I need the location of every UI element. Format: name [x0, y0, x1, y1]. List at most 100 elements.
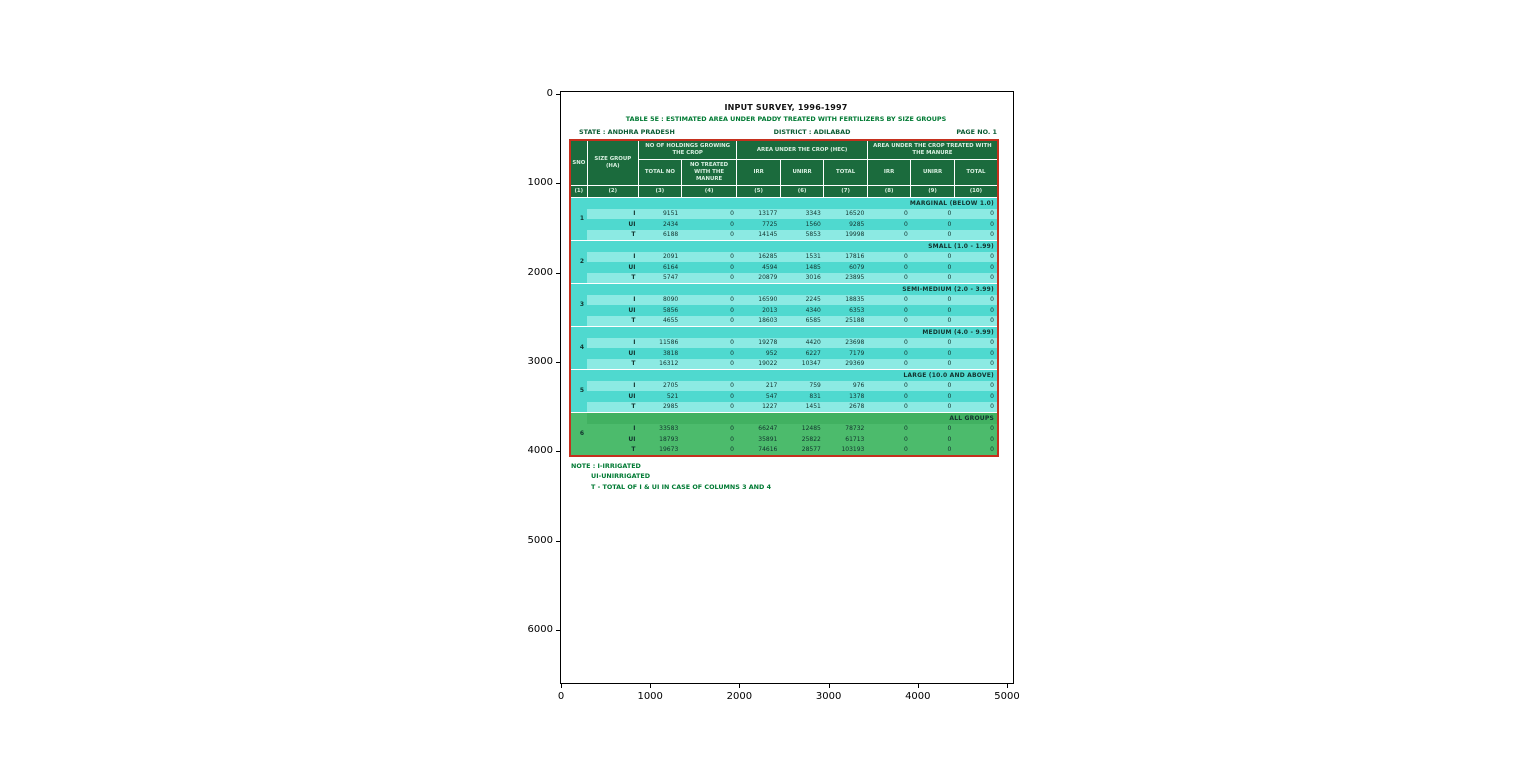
table-cell: 0	[867, 348, 911, 359]
table-cell: 74616	[736, 444, 781, 457]
table-row: T 6188 0 14145 5853 19998 0 0 0	[570, 229, 998, 241]
table-cell: 33583	[638, 423, 682, 435]
table-cell: 0	[910, 315, 955, 327]
table-cell: 0	[867, 272, 911, 284]
note-line: NOTE : I-IRRIGATED	[571, 462, 641, 471]
table-cell: 2985	[638, 401, 682, 413]
group-sno: 5	[570, 369, 588, 413]
table-cell: 1227	[736, 401, 781, 413]
row-label: I	[587, 294, 639, 306]
document-meta: STATE : ANDHRA PRADESH DISTRICT : ADILAB…	[569, 128, 1003, 136]
x-tick-mark	[650, 684, 652, 688]
header-group-row: SNO SIZE GROUP (HA) NO OF HOLDINGS GROWI…	[569, 140, 998, 186]
row-label: UI	[587, 262, 639, 273]
col-number: (8)	[866, 185, 911, 198]
table-cell: 0	[867, 391, 911, 402]
table-cell: 25822	[780, 434, 824, 445]
table-cell: 0	[910, 380, 955, 392]
table-cell: 0	[867, 315, 911, 327]
table-cell: 10347	[780, 358, 824, 370]
x-tick-label: 4000	[905, 691, 931, 702]
survey-table: SNO SIZE GROUP (HA) NO OF HOLDINGS GROWI…	[569, 139, 999, 458]
table-cell: 0	[954, 423, 998, 435]
table-cell: 0	[910, 229, 955, 241]
table-cell: 0	[867, 251, 911, 263]
table-cell: 78732	[823, 423, 868, 435]
table-cell: 18793	[638, 434, 682, 445]
table-cell: 0	[954, 208, 998, 220]
col-number: (1)	[569, 185, 588, 198]
table-cell: 0	[954, 358, 998, 370]
table-cell: 6079	[823, 262, 868, 273]
col-number: (3)	[637, 185, 682, 198]
table-cell: 2091	[638, 251, 682, 263]
table-row: I 2091 0 16285 1531 17816 0 0 0	[570, 251, 998, 263]
row-label: I	[587, 251, 639, 263]
group-label-row: 4 MEDIUM (4.0 - 9.99)	[570, 326, 998, 370]
y-tick-mark	[556, 183, 560, 185]
table-cell: 0	[910, 358, 955, 370]
y-tick-label: 4000	[527, 445, 553, 457]
table-cell: 14145	[736, 229, 781, 241]
table-row: UI 18793 0 35891 25822 61713 0 0 0	[570, 434, 998, 445]
table-header: SNO SIZE GROUP (HA) NO OF HOLDINGS GROWI…	[569, 140, 998, 198]
table-cell: 0	[681, 229, 737, 241]
group-name: SEMI-MEDIUM (2.0 - 3.99)	[587, 283, 998, 295]
x-tick-mark	[828, 684, 830, 688]
table-cell: 0	[910, 444, 955, 457]
header-sub-row: TOTAL NO NO TREATED WITH THE MANURE IRR …	[570, 159, 998, 186]
group-name: MEDIUM (4.0 - 9.99)	[587, 326, 998, 338]
table-cell: 0	[954, 315, 998, 327]
table-cell: 0	[681, 434, 737, 445]
table-cell: 0	[867, 444, 911, 457]
y-tick-label: 1000	[527, 177, 553, 189]
table-cell: 5856	[638, 305, 682, 316]
y-tick-label: 5000	[527, 534, 553, 546]
table-cell: 0	[954, 251, 998, 263]
table-cell: 0	[954, 219, 998, 230]
table-cell: 61713	[823, 434, 868, 445]
y-tick-mark	[556, 272, 560, 274]
table-cell: 19278	[736, 337, 781, 349]
table-cell: 20879	[736, 272, 781, 284]
table-cell: 19022	[736, 358, 781, 370]
table-cell: 0	[681, 272, 737, 284]
group-label-row: 3 SEMI-MEDIUM (2.0 - 3.99)	[570, 283, 998, 327]
col-number: (9)	[910, 185, 955, 198]
table-body: 1 MARGINAL (BELOW 1.0) I 9151 0 13177 3343 1652…	[570, 197, 998, 457]
table-cell: 0	[867, 434, 911, 445]
table-cell: 4594	[736, 262, 781, 273]
table-cell: 16520	[823, 208, 868, 220]
table-cell: 1485	[780, 262, 824, 273]
table-cell: 3016	[780, 272, 824, 284]
table-cell: 6164	[638, 262, 682, 273]
table-cell: 0	[910, 208, 955, 220]
table-cell: 0	[954, 401, 998, 413]
table-cell: 0	[681, 337, 737, 349]
table-cell: 831	[780, 391, 824, 402]
col-number: (2)	[586, 185, 639, 198]
table-cell: 3818	[638, 348, 682, 359]
table-cell: 0	[681, 444, 737, 457]
col-header-sno: SNO	[569, 140, 588, 186]
table-row: T 16312 0 19022 10347 29369 0 0 0	[570, 358, 998, 370]
group-label-row: 1 MARGINAL (BELOW 1.0)	[570, 197, 998, 241]
table-cell: 16285	[736, 251, 781, 263]
table-row: I 9151 0 13177 3343 16520 0 0 0	[570, 208, 998, 220]
table-cell: 4420	[780, 337, 824, 349]
table-cell: 2678	[823, 401, 868, 413]
group-sno: 3	[570, 283, 588, 327]
x-tick-mark	[561, 684, 562, 688]
col-header-irr: IRR	[736, 159, 781, 186]
row-label: T	[587, 315, 639, 327]
table-row: I 33583 0 66247 12485 78732 0 0 0	[570, 423, 998, 435]
y-tick-label: 6000	[527, 623, 553, 635]
table-cell: 0	[910, 434, 955, 445]
row-label: I	[587, 423, 639, 435]
table-cell: 0	[867, 401, 911, 413]
table-cell: 0	[681, 358, 737, 370]
table-cell: 1560	[780, 219, 824, 230]
table-cell: 0	[954, 391, 998, 402]
table-cell: 0	[910, 305, 955, 316]
